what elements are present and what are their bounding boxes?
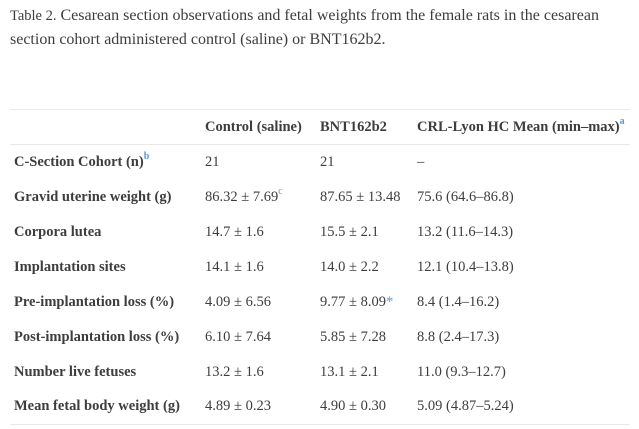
table-row: Mean fetal body weight (g) 4.89 ± 0.23 4.9… — [10, 390, 630, 425]
cell-value: 15.5 ± 2.1 — [320, 223, 379, 240]
significance-asterisk: * — [385, 293, 394, 310]
cell-value: 9.77 ± 8.09* — [320, 293, 394, 310]
table-row: Post-implantation loss (%) 6.10 ± 7.64 5.8… — [10, 320, 630, 355]
cell-value: 13.2 (11.6–14.3) — [417, 223, 514, 240]
cell-value: 12.1 (10.4–13.8) — [417, 258, 514, 275]
table-row: Corpora lutea 14.7 ± 1.6 15.5 ± 2.1 13.2 (1… — [10, 215, 630, 250]
cell-value: 14.0 ± 2.2 — [320, 258, 379, 275]
cesarean-observations-table: Control (saline) BNT162b2 CRL-Lyon HC Mean… — [10, 109, 630, 425]
cell-value: 75.6 (64.6–86.8) — [417, 188, 514, 205]
row-label: C-Section Cohort (n)b — [14, 150, 150, 170]
cell-value: 21 — [205, 153, 220, 170]
table-caption-text: Cesarean section observations and fetal … — [10, 7, 599, 48]
header-cell: BNT162b2 — [320, 118, 387, 135]
cell-value: 4.90 ± 0.30 — [320, 398, 386, 415]
row-label: Implantation sites — [14, 258, 126, 275]
cell-value: 11.0 (9.3–12.7) — [417, 363, 506, 380]
table-row: Gravid uterine weight (g) 86.32 ± 7.69c 87… — [10, 180, 630, 215]
cell-value: 13.1 ± 2.1 — [320, 363, 379, 380]
header-cell: Control (saline) — [205, 118, 302, 135]
cell-value: 86.32 ± 7.69c — [205, 185, 283, 205]
cell-value: 13.2 ± 1.6 — [205, 363, 264, 380]
table-row: Number live fetuses 13.2 ± 1.6 13.1 ± 2.1 1… — [10, 355, 630, 390]
table-row: Pre-implantation loss (%) 4.09 ± 6.56 9.77… — [10, 285, 630, 320]
cell-value: 5.09 (4.87–5.24) — [417, 398, 514, 415]
footnote-superscript: b — [143, 150, 150, 162]
header-cell-empty — [10, 110, 201, 145]
footnote-superscript: a — [619, 115, 625, 127]
table-row: Implantation sites 14.1 ± 1.6 14.0 ± 2.2 12… — [10, 250, 630, 285]
cell-value: 8.4 (1.4–16.2) — [417, 293, 500, 310]
row-label: Post-implantation loss (%) — [14, 328, 180, 345]
cell-value: 5.85 ± 7.28 — [320, 328, 386, 345]
row-label: Mean fetal body weight (g) — [14, 398, 180, 415]
cell-value: 87.65 ± 13.48 — [320, 188, 401, 205]
cell-value: – — [417, 153, 425, 170]
cell-value: 6.10 ± 7.64 — [205, 328, 271, 345]
cell-value: 14.7 ± 1.6 — [205, 223, 264, 240]
row-label: Corpora lutea — [14, 223, 102, 240]
table-header: Control (saline) BNT162b2 CRL-Lyon HC Mean… — [10, 110, 630, 145]
table-caption-label: Table 2. — [10, 8, 57, 24]
cell-value: 4.89 ± 0.23 — [205, 398, 271, 415]
header-cell: CRL-Lyon HC Mean (min–max)a — [417, 115, 625, 135]
cell-value: 21 — [320, 153, 335, 170]
table-caption: Table 2. Cesarean section observations a… — [10, 4, 624, 51]
row-label: Number live fetuses — [14, 363, 137, 380]
table-header-row: Control (saline) BNT162b2 CRL-Lyon HC Mean… — [10, 110, 630, 145]
footnote-superscript: c — [278, 185, 283, 197]
row-label: Gravid uterine weight (g) — [14, 188, 172, 205]
table-body: C-Section Cohort (n)b 21 21 – Gravid uterine… — [10, 145, 630, 425]
table-row: C-Section Cohort (n)b 21 21 – — [10, 145, 630, 180]
cell-value: 14.1 ± 1.6 — [205, 258, 264, 275]
row-label: Pre-implantation loss (%) — [14, 293, 175, 310]
cell-value: 8.8 (2.4–17.3) — [417, 328, 500, 345]
cell-value: 4.09 ± 6.56 — [205, 293, 271, 310]
